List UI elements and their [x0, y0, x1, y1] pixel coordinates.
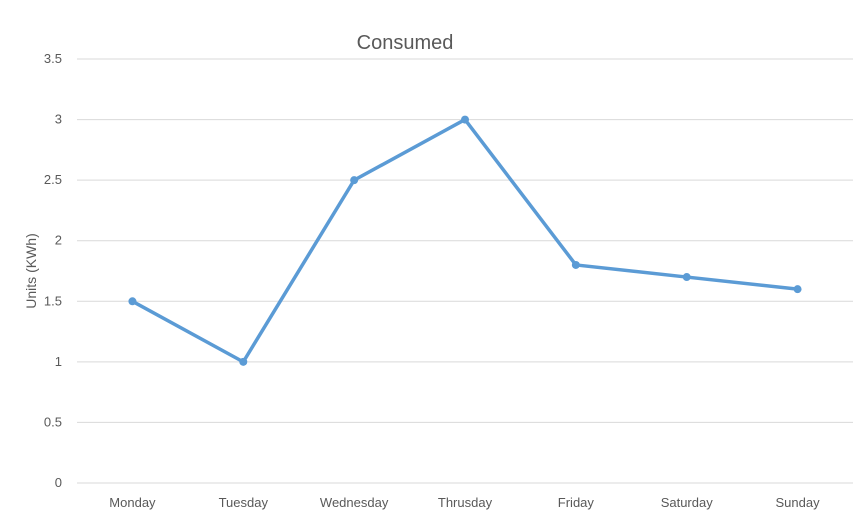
y-tick-label: 3	[55, 112, 62, 127]
data-point	[128, 297, 137, 306]
x-tick-label: Friday	[558, 495, 595, 510]
y-tick-label: 1	[55, 354, 62, 369]
data-point	[682, 273, 691, 282]
y-axis-label: Units (KWh)	[23, 233, 39, 308]
y-tick-label: 3.5	[44, 51, 62, 66]
x-tick-label: Wednesday	[320, 495, 389, 510]
chart-title: Consumed	[357, 32, 454, 54]
data-point	[571, 260, 580, 269]
x-tick-label: Tuesday	[219, 495, 269, 510]
x-tick-label: Monday	[109, 495, 156, 510]
y-tick-label: 0	[55, 475, 62, 490]
gridlines	[77, 58, 853, 484]
y-tick-label: 2.5	[44, 172, 62, 187]
y-axis-ticks: 0 0.5 1 1.5 2 2.5 3 3.5	[44, 51, 62, 490]
x-tick-label: Saturday	[661, 495, 714, 510]
data-point	[239, 357, 248, 366]
x-tick-label: Sunday	[776, 495, 821, 510]
y-tick-label: 1.5	[44, 293, 62, 308]
data-point	[793, 285, 802, 294]
x-tick-label: Thrusday	[438, 495, 493, 510]
y-tick-label: 0.5	[44, 414, 62, 429]
y-tick-label: 2	[55, 233, 62, 248]
data-point	[350, 176, 359, 185]
data-point	[461, 115, 469, 124]
series-layer	[128, 115, 802, 366]
x-axis-ticks: Monday Tuesday Wednesday Thrusday Friday Satu…	[109, 495, 820, 510]
